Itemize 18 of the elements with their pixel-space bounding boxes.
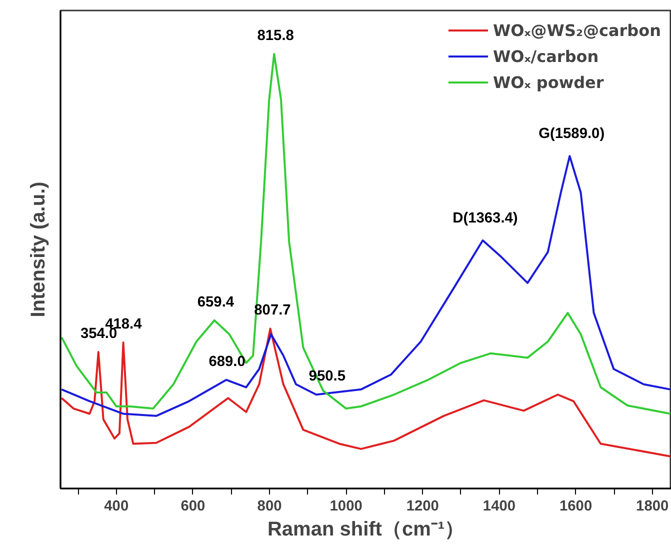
legend-label: WOₓ@WS₂@carbon [492, 20, 661, 40]
annotation: 659.4 [197, 294, 235, 310]
x-tick-label: 800 [257, 498, 282, 514]
y-axis-title: Intensity (a.u.) [28, 182, 50, 318]
x-tick-label: 400 [104, 498, 129, 514]
annotation: 815.8 [257, 28, 294, 44]
annotation: G(1589.0) [538, 126, 605, 142]
x-tick-label: 1600 [559, 498, 592, 514]
x-tick-label: 1800 [636, 498, 669, 514]
x-tick-label: 1000 [330, 498, 362, 514]
annotation: 689.0 [208, 354, 246, 370]
annotation: D(1363.4) [452, 210, 518, 226]
x-tick-label: 1400 [482, 498, 516, 514]
x-tick-label: 600 [180, 498, 206, 514]
x-tick-label: 1200 [406, 498, 439, 514]
legend-label: WOₓ/carbon [492, 46, 599, 66]
x-axis-title: Raman shift（cm⁻¹） [267, 518, 465, 540]
legend-label: WOₓ powder [492, 72, 604, 92]
